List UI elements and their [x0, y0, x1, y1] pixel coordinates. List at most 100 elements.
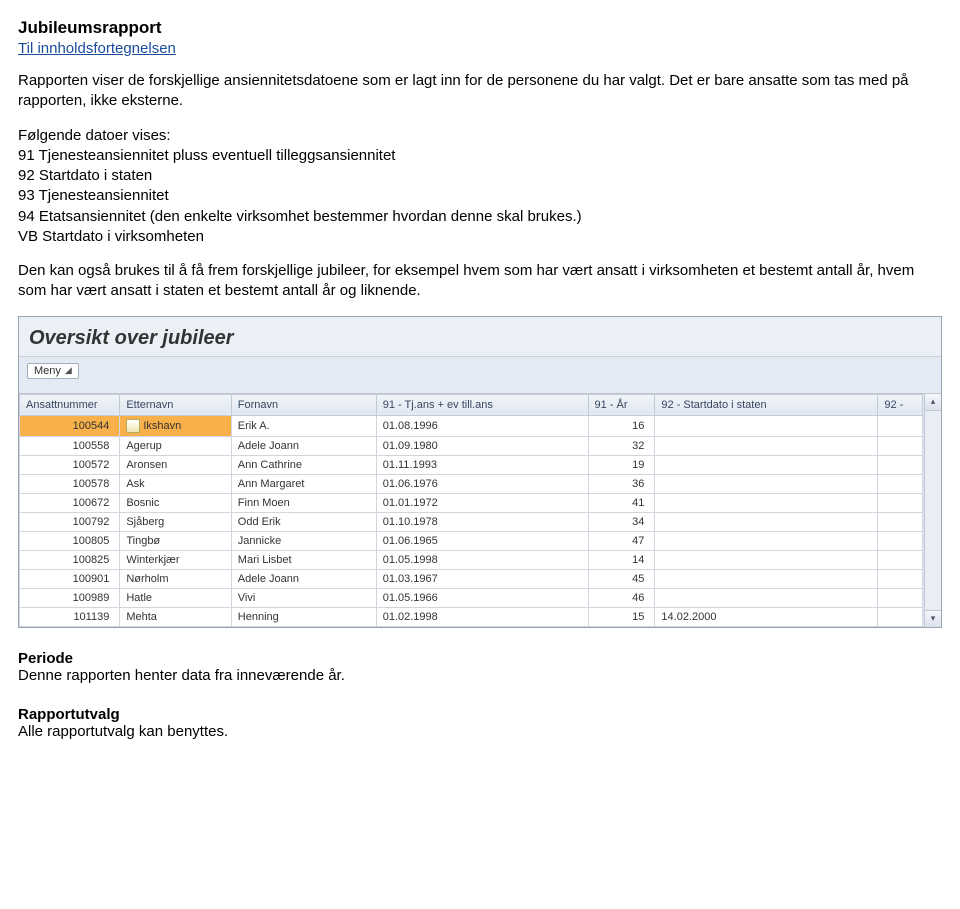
- vertical-scrollbar[interactable]: ▴ ▾: [924, 394, 941, 627]
- cell[interactable]: [655, 569, 878, 588]
- cell[interactable]: 101139: [20, 607, 120, 626]
- cell[interactable]: 100901: [20, 569, 120, 588]
- table-row[interactable]: 100672BosnicFinn Moen01.01.197241: [20, 493, 923, 512]
- cell[interactable]: Mehta: [120, 607, 231, 626]
- menu-button[interactable]: Meny ◢: [27, 363, 79, 379]
- cell[interactable]: 01.02.1998: [376, 607, 588, 626]
- cell[interactable]: Erik A.: [231, 415, 376, 436]
- cell[interactable]: [655, 493, 878, 512]
- table-row[interactable]: 100572AronsenAnn Cathrine01.11.199319: [20, 455, 923, 474]
- cell[interactable]: Aronsen: [120, 455, 231, 474]
- table-row[interactable]: 101139MehtaHenning01.02.19981514.02.2000: [20, 607, 923, 626]
- cell[interactable]: [878, 607, 923, 626]
- column-header[interactable]: 91 - År: [588, 394, 655, 415]
- cell[interactable]: 100672: [20, 493, 120, 512]
- cell[interactable]: [655, 512, 878, 531]
- cell[interactable]: Finn Moen: [231, 493, 376, 512]
- cell[interactable]: [878, 415, 923, 436]
- cell[interactable]: 100825: [20, 550, 120, 569]
- cell[interactable]: [878, 550, 923, 569]
- cell[interactable]: [878, 455, 923, 474]
- cell[interactable]: 15: [588, 607, 655, 626]
- cell[interactable]: Hatle: [120, 588, 231, 607]
- cell[interactable]: [878, 474, 923, 493]
- cell[interactable]: 100572: [20, 455, 120, 474]
- cell[interactable]: Tingbø: [120, 531, 231, 550]
- cell[interactable]: 01.08.1996: [376, 415, 588, 436]
- cell[interactable]: 100558: [20, 436, 120, 455]
- cell[interactable]: 14.02.2000: [655, 607, 878, 626]
- cell[interactable]: [655, 455, 878, 474]
- cell[interactable]: [878, 588, 923, 607]
- table-row[interactable]: 100825WinterkjærMari Lisbet01.05.199814: [20, 550, 923, 569]
- cell[interactable]: Nørholm: [120, 569, 231, 588]
- cell[interactable]: [655, 415, 878, 436]
- cell[interactable]: Odd Erik: [231, 512, 376, 531]
- cell[interactable]: [655, 531, 878, 550]
- cell[interactable]: 100544: [20, 415, 120, 436]
- scroll-down-button[interactable]: ▾: [925, 610, 941, 627]
- cell[interactable]: 01.11.1993: [376, 455, 588, 474]
- column-header[interactable]: Ansattnummer: [20, 394, 120, 415]
- cell[interactable]: [655, 436, 878, 455]
- data-table[interactable]: AnsattnummerEtternavnFornavn91 - Tj.ans …: [19, 394, 923, 627]
- cell[interactable]: 100578: [20, 474, 120, 493]
- cell[interactable]: Vivi: [231, 588, 376, 607]
- cell[interactable]: [878, 531, 923, 550]
- cell[interactable]: [878, 436, 923, 455]
- cell[interactable]: 100792: [20, 512, 120, 531]
- cell[interactable]: Henning: [231, 607, 376, 626]
- table-row[interactable]: 100901NørholmAdele Joann01.03.196745: [20, 569, 923, 588]
- cell[interactable]: [878, 512, 923, 531]
- column-header[interactable]: 91 - Tj.ans + ev till.ans: [376, 394, 588, 415]
- cell[interactable]: 01.10.1978: [376, 512, 588, 531]
- cell[interactable]: 01.03.1967: [376, 569, 588, 588]
- cell[interactable]: Sjåberg: [120, 512, 231, 531]
- table-row[interactable]: 100792SjåbergOdd Erik01.10.197834: [20, 512, 923, 531]
- cell[interactable]: [655, 550, 878, 569]
- table-row[interactable]: 100805TingbøJannicke01.06.196547: [20, 531, 923, 550]
- cell[interactable]: 16: [588, 415, 655, 436]
- toc-link[interactable]: Til innholdsfortegnelsen: [18, 40, 176, 57]
- cell[interactable]: Ann Margaret: [231, 474, 376, 493]
- column-header[interactable]: 92 -: [878, 394, 923, 415]
- column-header[interactable]: 92 - Startdato i staten: [655, 394, 878, 415]
- cell[interactable]: 34: [588, 512, 655, 531]
- table-row[interactable]: 100578AskAnn Margaret01.06.197636: [20, 474, 923, 493]
- cell[interactable]: Agerup: [120, 436, 231, 455]
- cell[interactable]: 01.05.1966: [376, 588, 588, 607]
- column-header[interactable]: Fornavn: [231, 394, 376, 415]
- cell[interactable]: 01.09.1980: [376, 436, 588, 455]
- cell[interactable]: Mari Lisbet: [231, 550, 376, 569]
- table-row[interactable]: 100544IkshavnErik A.01.08.199616: [20, 415, 923, 436]
- cell[interactable]: Bosnic: [120, 493, 231, 512]
- cell[interactable]: 01.05.1998: [376, 550, 588, 569]
- cell[interactable]: 14: [588, 550, 655, 569]
- table-row[interactable]: 100558AgerupAdele Joann01.09.198032: [20, 436, 923, 455]
- cell[interactable]: [655, 588, 878, 607]
- cell[interactable]: 46: [588, 588, 655, 607]
- cell[interactable]: 36: [588, 474, 655, 493]
- cell[interactable]: 47: [588, 531, 655, 550]
- column-header[interactable]: Etternavn: [120, 394, 231, 415]
- cell[interactable]: 19: [588, 455, 655, 474]
- cell[interactable]: 41: [588, 493, 655, 512]
- cell[interactable]: 100989: [20, 588, 120, 607]
- cell[interactable]: [655, 474, 878, 493]
- cell[interactable]: Jannicke: [231, 531, 376, 550]
- cell[interactable]: 01.06.1965: [376, 531, 588, 550]
- cell[interactable]: Adele Joann: [231, 436, 376, 455]
- cell[interactable]: Ask: [120, 474, 231, 493]
- cell[interactable]: Ann Cathrine: [231, 455, 376, 474]
- cell[interactable]: Ikshavn: [120, 415, 231, 436]
- cell[interactable]: 01.01.1972: [376, 493, 588, 512]
- cell[interactable]: [878, 569, 923, 588]
- scroll-up-button[interactable]: ▴: [925, 394, 941, 411]
- cell[interactable]: Winterkjær: [120, 550, 231, 569]
- cell[interactable]: 100805: [20, 531, 120, 550]
- table-row[interactable]: 100989HatleVivi01.05.196646: [20, 588, 923, 607]
- cell[interactable]: 32: [588, 436, 655, 455]
- cell[interactable]: [878, 493, 923, 512]
- cell[interactable]: 01.06.1976: [376, 474, 588, 493]
- cell[interactable]: Adele Joann: [231, 569, 376, 588]
